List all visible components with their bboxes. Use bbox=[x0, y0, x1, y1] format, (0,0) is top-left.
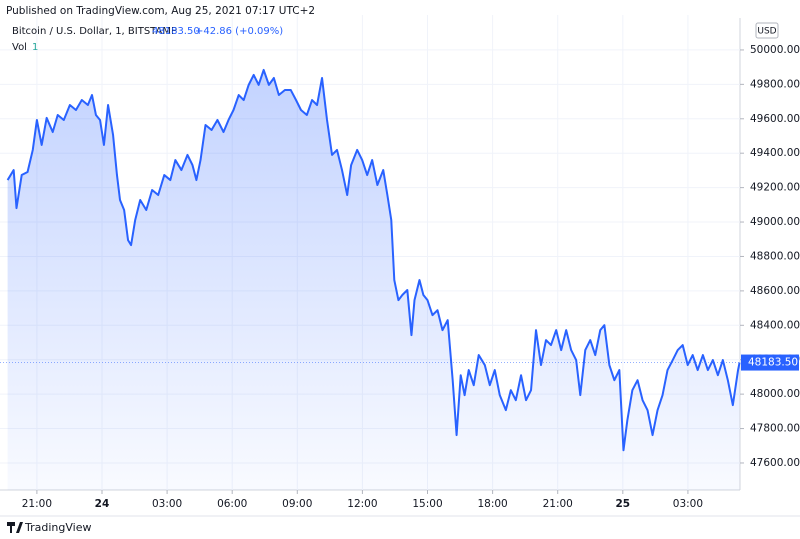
price-area bbox=[7, 69, 740, 491]
y-tick-label: 49800.00 bbox=[750, 78, 800, 90]
volume-value: 1 bbox=[32, 42, 38, 53]
y-tick-label: 49200.00 bbox=[750, 182, 800, 194]
y-tick-label: 49600.00 bbox=[750, 113, 800, 125]
y-tick-label: 48000.00 bbox=[750, 388, 800, 400]
price-change: +42.86 (+0.09%) bbox=[195, 26, 283, 37]
y-tick-label: 50000.00 bbox=[750, 44, 800, 56]
y-tick-label: 47600.00 bbox=[750, 457, 800, 469]
axes: 47600.0047800.0048000.0048200.0048400.00… bbox=[22, 44, 800, 510]
x-tick-label: 06:00 bbox=[217, 498, 247, 510]
x-tick-label: 21:00 bbox=[22, 498, 52, 510]
logo-icon bbox=[7, 522, 23, 533]
x-tick-label: 09:00 bbox=[282, 498, 312, 510]
currency[interactable]: USD bbox=[757, 27, 776, 37]
volume-label: Vol bbox=[12, 42, 27, 53]
x-tick-label: 15:00 bbox=[412, 498, 442, 510]
last-price-marker bbox=[741, 354, 799, 371]
published-note: Published on TradingView.com, Aug 25, 20… bbox=[6, 5, 315, 17]
x-tick-label: 03:00 bbox=[152, 498, 182, 510]
x-tick-label: 21:00 bbox=[543, 498, 573, 510]
x-tick-label: 12:00 bbox=[347, 498, 377, 510]
symbol-title: Bitcoin / U.S. Dollar, 1, BITSTAMP bbox=[12, 26, 177, 37]
plot bbox=[0, 68, 741, 491]
tradingview-logo bbox=[7, 522, 23, 533]
y-tick-label: 49400.00 bbox=[750, 147, 800, 159]
last-price: 48183.50 bbox=[152, 26, 200, 37]
last-price-label: 48183.50 bbox=[748, 357, 798, 369]
currency-box[interactable] bbox=[755, 22, 779, 39]
x-tick-label: 03:00 bbox=[673, 498, 703, 510]
price-line bbox=[6, 68, 741, 452]
y-tick-label: 48600.00 bbox=[750, 285, 800, 297]
x-tick-label: 18:00 bbox=[477, 498, 507, 510]
brand: TradingView bbox=[24, 521, 91, 534]
y-tick-label: 48800.00 bbox=[750, 250, 800, 262]
y-tick-label: 49000.00 bbox=[750, 216, 800, 228]
y-tick-label: 48400.00 bbox=[750, 319, 800, 331]
y-tick-label: 47800.00 bbox=[750, 423, 800, 435]
x-tick-label: 24 bbox=[95, 498, 110, 510]
x-tick-label: 25 bbox=[616, 498, 631, 510]
